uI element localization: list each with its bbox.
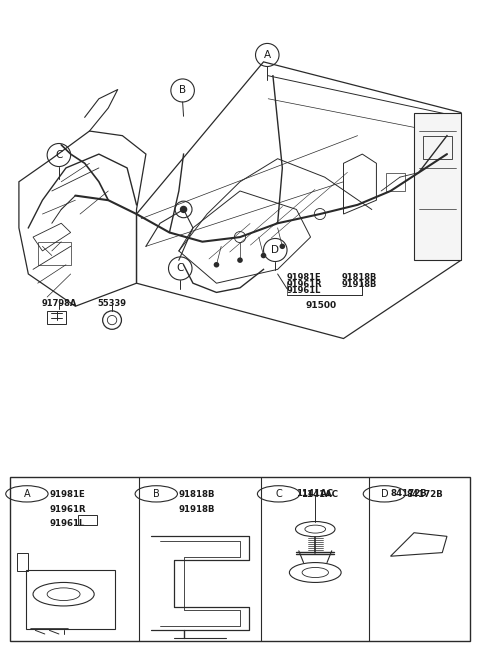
Text: 91961L: 91961L [287,286,322,295]
Text: 91818B: 91818B [341,273,376,282]
Text: 91918B: 91918B [341,280,376,289]
Text: 91798A: 91798A [41,299,77,309]
Text: 91961R: 91961R [49,505,86,514]
Bar [386,172,405,191]
Bar [26,570,115,629]
Bar [47,311,66,324]
Text: 91918B: 91918B [179,505,216,514]
Text: C: C [177,263,184,273]
Text: 55339: 55339 [97,299,127,309]
Bar [78,515,96,525]
Circle shape [279,244,285,249]
Text: C: C [55,150,62,160]
Bar [423,136,452,159]
Circle shape [237,257,243,263]
Circle shape [214,262,219,267]
Bar [38,242,71,265]
Circle shape [180,206,187,213]
Text: D: D [271,245,279,255]
Text: A: A [264,50,271,60]
Text: 91500: 91500 [306,301,337,310]
Text: 1141AC: 1141AC [297,489,334,498]
Text: 91818B: 91818B [179,490,216,499]
Circle shape [261,253,266,258]
Text: C: C [275,489,282,499]
Text: B: B [179,85,186,96]
Text: 91981E: 91981E [49,490,85,499]
Text: 91961R: 91961R [287,280,323,289]
Polygon shape [414,113,461,260]
Text: 84172B: 84172B [391,489,427,498]
Text: 91961L: 91961L [49,519,85,528]
Bar [16,553,28,571]
Text: D: D [381,489,388,499]
Text: 91981E: 91981E [287,273,322,282]
Text: 84172B: 84172B [407,490,444,499]
Text: A: A [24,489,30,499]
Text: 1141AC: 1141AC [301,490,338,499]
Text: B: B [153,489,160,499]
